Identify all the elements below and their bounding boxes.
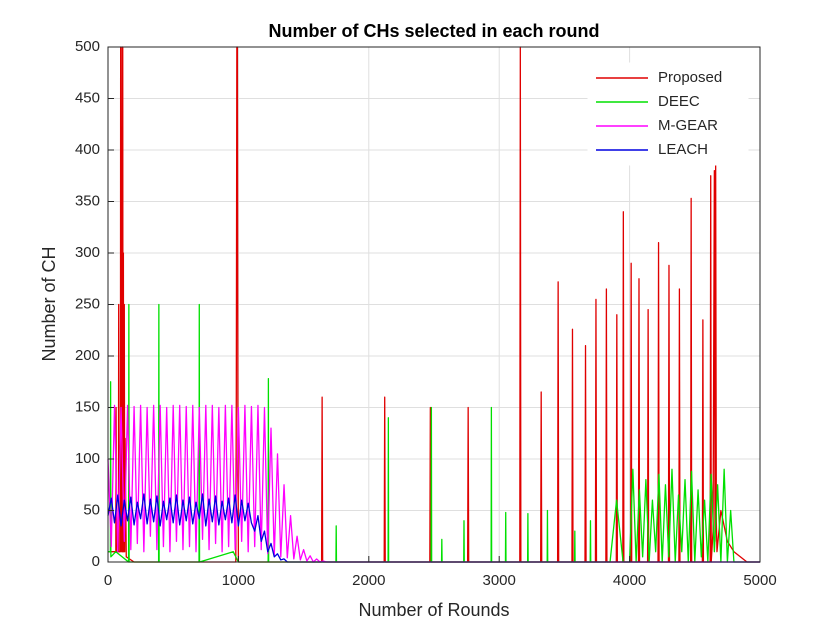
y-tick-label: 200 xyxy=(75,347,100,364)
x-tick-label: 5000 xyxy=(743,572,776,589)
y-tick-label: 250 xyxy=(75,295,100,312)
x-tick-label: 2000 xyxy=(352,572,385,589)
y-tick-label: 300 xyxy=(75,244,100,261)
x-tick-label: 1000 xyxy=(222,572,255,589)
chart-title: Number of CHs selected in each round xyxy=(268,21,599,41)
y-axis-label: Number of CH xyxy=(39,246,59,361)
legend-box xyxy=(587,62,749,166)
ticks: 0 1000 2000 3000 4000 5000 0 50 100 150 200 250 300 3… xyxy=(75,38,777,589)
y-tick-label: 350 xyxy=(75,192,100,209)
y-tick-label: 150 xyxy=(75,398,100,415)
y-tick-label: 0 xyxy=(92,553,100,570)
x-axis-label: Number of Rounds xyxy=(358,600,509,620)
y-tick-label: 100 xyxy=(75,450,100,467)
x-tick-label: 3000 xyxy=(483,572,516,589)
x-tick-label: 0 xyxy=(104,572,112,589)
y-tick-label: 50 xyxy=(83,501,100,518)
y-tick-label: 400 xyxy=(75,141,100,158)
x-tick-label: 4000 xyxy=(613,572,646,589)
series-line xyxy=(107,404,760,563)
y-tick-label: 500 xyxy=(75,38,100,55)
legend-label: DEEC xyxy=(658,93,700,110)
legend-label: Proposed xyxy=(658,69,722,86)
legend-label: M-GEAR xyxy=(658,117,718,134)
lines xyxy=(107,46,760,563)
series-line xyxy=(108,303,760,563)
y-tick-label: 450 xyxy=(75,89,100,106)
legend: Proposed DEEC M-GEAR LEACH xyxy=(587,62,749,166)
series-line xyxy=(107,493,760,563)
legend-label: LEACH xyxy=(658,141,708,158)
